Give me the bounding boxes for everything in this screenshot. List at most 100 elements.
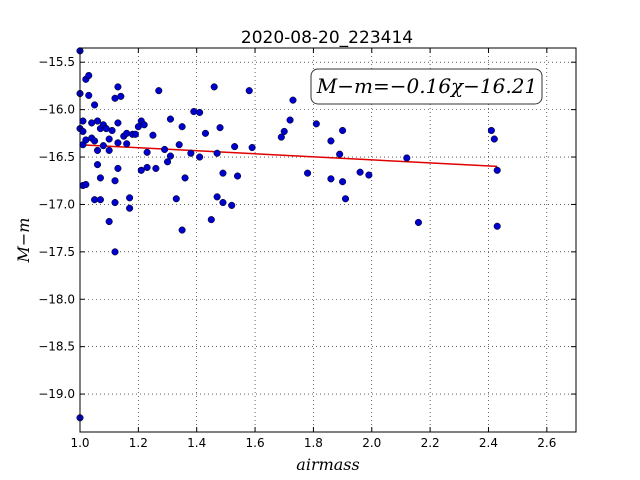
data-point — [280, 127, 288, 135]
data-point — [93, 161, 102, 169]
x-tick-label: 1.4 — [187, 436, 206, 450]
data-point — [490, 135, 498, 143]
data-point — [79, 127, 87, 135]
data-point — [219, 169, 227, 177]
data-point — [201, 129, 210, 137]
data-point — [248, 144, 256, 152]
data-point — [93, 146, 102, 154]
data-point — [96, 196, 104, 204]
data-point — [196, 153, 204, 161]
y-tick-label: −15.5 — [38, 55, 75, 69]
data-point — [207, 216, 215, 224]
data-point — [143, 163, 151, 172]
data-point — [196, 108, 204, 117]
data-point — [111, 177, 119, 185]
y-tick-label: −18.0 — [38, 292, 75, 306]
data-point — [166, 152, 174, 160]
y-axis-label: M−m — [14, 218, 33, 264]
y-tick-label: −16.0 — [38, 103, 75, 117]
data-point — [149, 131, 157, 139]
data-point — [114, 83, 122, 91]
data-point — [140, 121, 148, 129]
data-point — [487, 126, 495, 135]
data-point — [96, 174, 104, 182]
x-tick-label: 2.4 — [479, 436, 498, 450]
data-point — [341, 195, 350, 203]
x-tick-label: 2.0 — [362, 436, 381, 450]
data-point — [105, 146, 113, 154]
data-point — [85, 71, 93, 80]
data-point — [228, 201, 236, 209]
x-tick-label: 2.6 — [537, 436, 556, 450]
data-point — [234, 172, 242, 180]
data-point — [245, 87, 253, 95]
y-tick-label: −19.0 — [38, 387, 75, 401]
chart-title: 2020-08-20_223414 — [241, 28, 413, 48]
data-points — [76, 47, 501, 422]
data-point — [166, 115, 174, 123]
data-point — [155, 87, 163, 95]
data-point — [82, 180, 90, 189]
data-point — [123, 140, 131, 148]
data-point — [213, 193, 221, 201]
data-point — [91, 137, 99, 145]
y-tick-label: −16.5 — [38, 150, 75, 164]
data-point — [414, 218, 422, 227]
fit-annotation-text: M−m=−0.16χ−16.21 — [316, 74, 537, 98]
plot-frame — [79, 47, 577, 433]
data-point — [172, 195, 180, 203]
data-point — [163, 158, 172, 166]
data-point — [79, 117, 87, 125]
fit-line-group — [79, 143, 498, 168]
data-point — [143, 148, 151, 156]
data-point — [114, 164, 122, 172]
x-tick-label: 1.0 — [70, 436, 89, 450]
data-point — [105, 217, 113, 226]
data-point — [175, 141, 183, 149]
data-point — [210, 83, 218, 91]
data-point — [216, 124, 224, 132]
data-point — [91, 101, 99, 109]
data-point — [286, 116, 294, 124]
data-point — [304, 169, 312, 177]
data-point — [339, 178, 347, 186]
data-point — [356, 168, 364, 176]
fit-annotation: M−m=−0.16χ−16.21 — [310, 68, 543, 105]
data-point — [99, 142, 107, 150]
data-point — [339, 126, 347, 135]
fit-annotation-box — [310, 68, 543, 105]
data-point — [108, 126, 116, 135]
data-point — [403, 154, 411, 162]
data-point — [493, 166, 501, 174]
data-point — [231, 143, 239, 151]
data-point — [219, 198, 227, 207]
data-point — [336, 150, 344, 158]
data-point — [137, 166, 145, 174]
data-point — [181, 174, 189, 182]
x-tick-label: 1.6 — [246, 436, 265, 450]
data-point — [327, 175, 335, 183]
y-tick-label: −18.5 — [38, 340, 75, 354]
data-point — [114, 139, 122, 147]
data-point — [161, 145, 169, 154]
data-point — [365, 171, 373, 179]
data-point — [117, 92, 125, 100]
data-point — [126, 204, 134, 212]
data-point — [327, 137, 335, 145]
data-point — [123, 129, 131, 137]
data-point — [111, 248, 119, 256]
data-point — [105, 135, 113, 143]
data-point — [93, 117, 102, 125]
data-point — [126, 194, 134, 202]
y-tick-label: −17.0 — [38, 197, 75, 211]
data-point — [312, 120, 320, 128]
x-tick-label: 1.2 — [129, 436, 148, 450]
fit-line — [79, 143, 498, 168]
data-point — [277, 133, 285, 141]
y-tick-label: −17.5 — [38, 245, 75, 259]
data-point — [187, 149, 195, 157]
data-point — [289, 96, 297, 104]
axis-ticks: 1.0 1.2 1.4 1.6 1.8 2.0 2.2 2.4 2.6 −15.5 −16.0 −16… — [38, 48, 576, 450]
data-point — [190, 107, 198, 116]
